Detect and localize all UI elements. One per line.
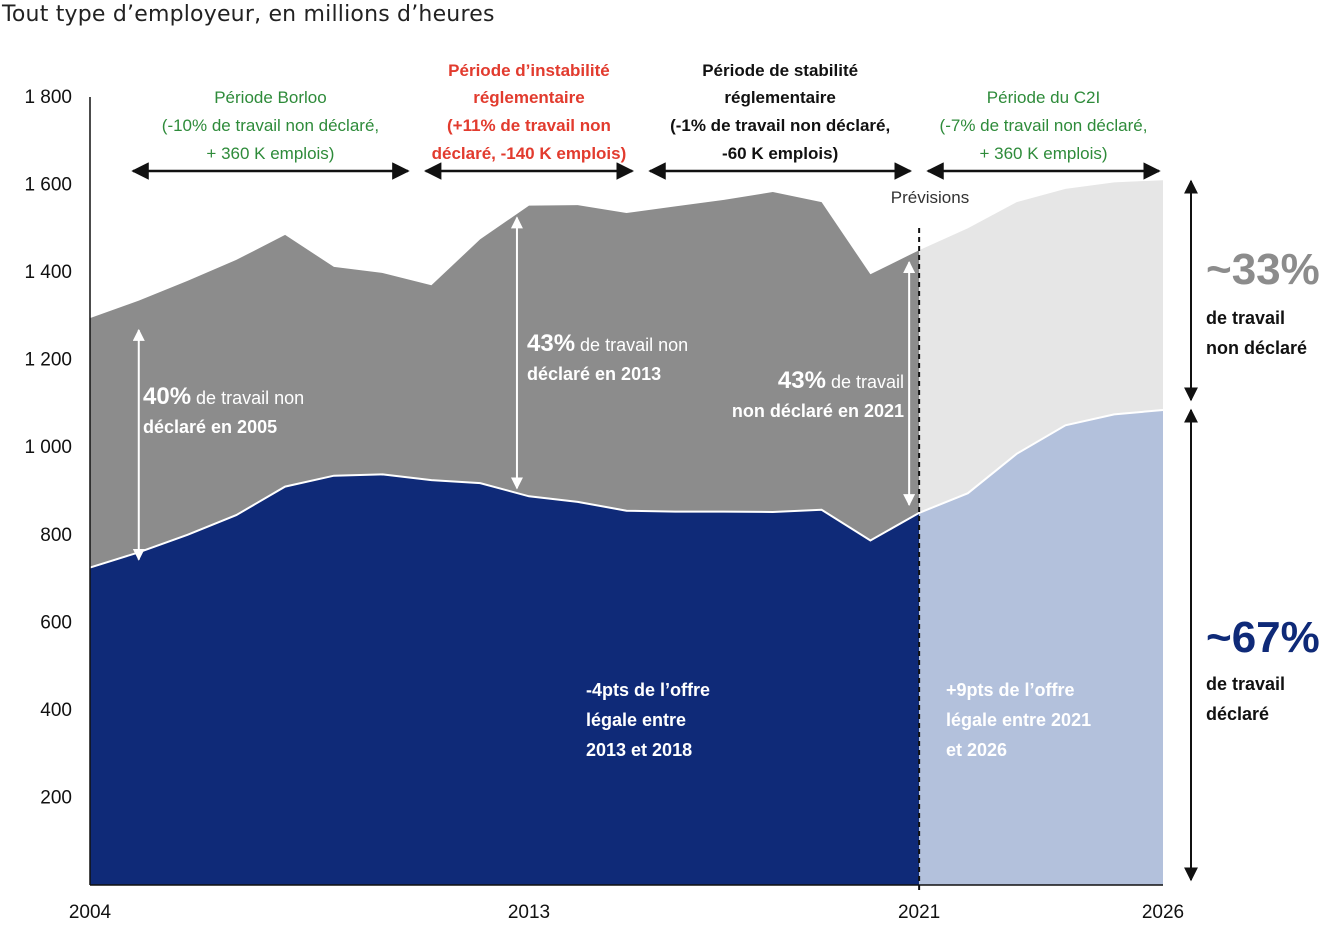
period-label: Période de stabilité [702,61,858,80]
annotation-text: +9pts de l’offre [946,680,1075,700]
annotation-text: légale entre [586,710,686,730]
y-tick-label: 1 400 [24,262,72,283]
forecast-label: Prévisions [891,188,969,207]
x-tick-label: 2004 [69,902,112,923]
period-label: Période du C2I [987,88,1100,107]
period-label: Période Borloo [214,88,326,107]
share-label: non déclaré [1206,338,1307,358]
y-tick-label: 1 200 [24,350,72,371]
y-tick-label: 200 [40,787,72,808]
annotation-text: légale entre 2021 [946,710,1091,730]
declared-forecast-area [919,410,1163,885]
annotation-text: déclaré en 2005 [143,417,277,437]
annotation-text: 2013 et 2018 [586,740,692,760]
y-tick-label: 400 [40,700,72,721]
declared-area [90,474,920,885]
annotation-text: non déclaré en 2021 [732,401,904,421]
period-label: + 360 K emplois) [206,144,334,163]
period-label: déclaré, -140 K emplois) [432,144,627,163]
y-tick-label: 1 600 [24,175,72,196]
period-label: réglementaire [473,88,585,107]
annotation-text: 40% de travail non [143,383,304,410]
annotation-text: et 2026 [946,740,1007,760]
share-percent: ~33% [1206,245,1320,294]
annotation-text: -4pts de l’offre [586,680,710,700]
share-label: déclaré [1206,704,1269,724]
y-tick-label: 1 800 [24,87,72,108]
period-label: (-10% de travail non déclaré, [162,116,379,135]
y-tick-label: 800 [40,525,72,546]
undeclared-forecast-area [919,180,1163,513]
share-label: de travail [1206,674,1285,694]
period-label: réglementaire [724,88,836,107]
x-tick-label: 2021 [898,902,940,923]
share-label: de travail [1206,308,1285,328]
annotation-text: 43% de travail [778,367,904,394]
x-tick-label: 2026 [1142,902,1184,923]
period-label: Période d’instabilité [448,61,610,80]
period-label: (-1% de travail non déclaré, [670,116,890,135]
period-label: -60 K emplois) [722,144,838,163]
annotation-text: déclaré en 2013 [527,364,661,384]
annotation-text: 43% de travail non [527,330,688,357]
y-tick-label: 1 000 [24,437,72,458]
y-tick-label: 600 [40,612,72,633]
declared-boundary-line [89,409,1164,569]
chart-subtitle: Tout type d’employeur, en millions d’heu… [2,2,495,27]
period-label: + 360 K emplois) [979,144,1107,163]
share-percent: ~67% [1206,613,1320,662]
undeclared-area [90,192,920,568]
x-tick-label: 2013 [508,902,550,923]
period-label: (-7% de travail non déclaré, [940,116,1148,135]
period-label: (+11% de travail non [447,116,611,135]
